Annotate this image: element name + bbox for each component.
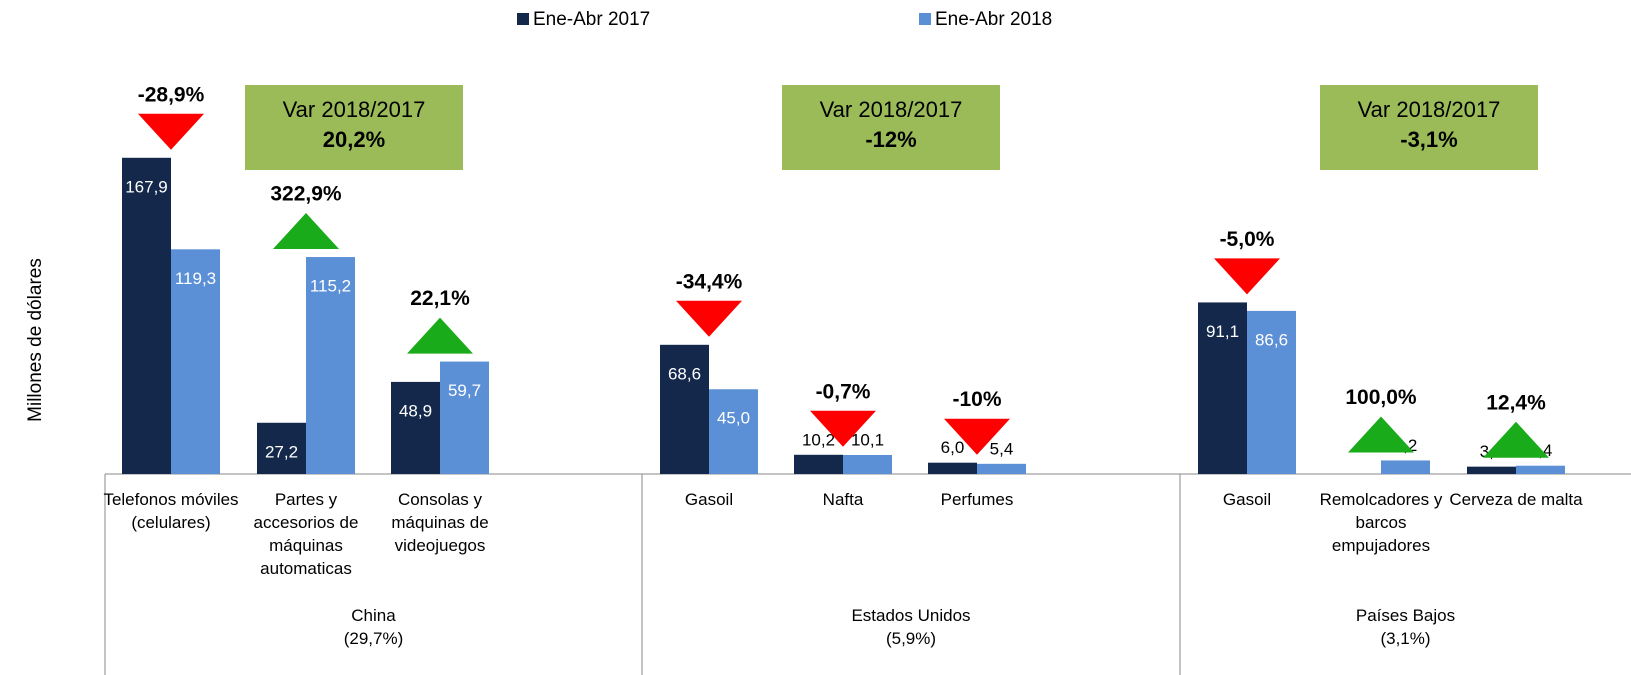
group-label: Estados Unidos bbox=[851, 606, 971, 625]
x-tick-label: Nafta bbox=[822, 490, 864, 509]
variation-title: Var 2018/2017 bbox=[1358, 97, 1501, 122]
value-label: 119,3 bbox=[175, 269, 216, 288]
change-arrow bbox=[944, 418, 1010, 455]
bar bbox=[1198, 302, 1247, 474]
x-tick-label: Consolas y máquinas de videojuegos bbox=[391, 490, 489, 555]
change-arrow bbox=[138, 113, 204, 150]
value-label: 10,2 bbox=[802, 430, 835, 449]
change-label: -0,7% bbox=[816, 380, 871, 403]
group-label: China bbox=[351, 606, 396, 625]
group-share: (3,1%) bbox=[1380, 629, 1431, 648]
group-share: (5,9%) bbox=[885, 629, 937, 648]
group-label: Países Bajos bbox=[1355, 606, 1456, 625]
value-label: 48,9 bbox=[399, 401, 432, 420]
variation-value: -12% bbox=[865, 127, 916, 152]
legend-label: Ene-Abr 2018 bbox=[935, 9, 1052, 30]
bar bbox=[391, 381, 440, 474]
variation-title: Var 2018/2017 bbox=[283, 97, 426, 122]
change-label: -5,0% bbox=[1220, 228, 1275, 251]
bar bbox=[1467, 466, 1516, 474]
bar bbox=[977, 463, 1026, 474]
bar bbox=[794, 454, 843, 474]
bar bbox=[1247, 310, 1296, 474]
x-tick-label: Partes y accesorios de máquinas automati… bbox=[253, 490, 359, 578]
x-tick-label: Remolcadores y barcos empujadores bbox=[1319, 490, 1443, 555]
change-arrow bbox=[1214, 258, 1280, 295]
change-label: -34,4% bbox=[676, 270, 743, 293]
bar bbox=[122, 157, 171, 474]
change-arrow bbox=[810, 410, 876, 447]
variation-title: Var 2018/2017 bbox=[820, 97, 963, 122]
change-arrow bbox=[676, 300, 742, 337]
change-arrow bbox=[407, 317, 473, 354]
change-arrow bbox=[1348, 416, 1414, 453]
x-tick-label: Cerveza de malta bbox=[1449, 490, 1583, 509]
variation-value: -3,1% bbox=[1400, 127, 1457, 152]
change-arrow bbox=[273, 213, 339, 250]
x-tick-label: Gasoil bbox=[684, 490, 734, 509]
change-label: 22,1% bbox=[410, 287, 470, 310]
bar bbox=[171, 249, 220, 474]
value-label: 115,2 bbox=[310, 277, 351, 296]
value-label: 68,6 bbox=[668, 364, 701, 383]
x-tick-label: Gasoil bbox=[1222, 490, 1272, 509]
variation-box bbox=[245, 85, 463, 170]
variation-box bbox=[1320, 85, 1538, 170]
bar bbox=[1516, 465, 1565, 474]
bar bbox=[928, 462, 977, 474]
value-label: 27,2 bbox=[265, 442, 298, 461]
bar bbox=[709, 389, 758, 474]
change-label: -28,9% bbox=[138, 83, 205, 106]
variation-box bbox=[782, 85, 1000, 170]
bar bbox=[660, 344, 709, 474]
bar bbox=[257, 422, 306, 474]
change-label: -10% bbox=[952, 388, 1001, 411]
value-label: 59,7 bbox=[448, 381, 481, 400]
value-label: 86,6 bbox=[1255, 330, 1288, 349]
bar bbox=[843, 454, 892, 474]
bar bbox=[440, 361, 489, 474]
legend-label: Ene-Abr 2017 bbox=[533, 9, 650, 30]
value-label: 45,0 bbox=[717, 409, 750, 428]
variation-value: 20,2% bbox=[323, 127, 385, 152]
group-share: (29,7%) bbox=[343, 629, 404, 648]
value-label: 10,1 bbox=[851, 430, 884, 449]
value-label: 91,1 bbox=[1206, 322, 1239, 341]
value-label: 6,0 bbox=[941, 438, 965, 457]
bar bbox=[306, 257, 355, 474]
x-tick-label: Telefonos móviles (celulares) bbox=[103, 490, 239, 532]
change-arrow bbox=[1483, 421, 1549, 458]
change-label: 12,4% bbox=[1486, 391, 1546, 414]
y-axis-label: Millones de dólares bbox=[25, 258, 46, 422]
legend-swatch bbox=[517, 13, 529, 25]
value-label: 5,4 bbox=[990, 439, 1014, 458]
bar bbox=[1381, 460, 1430, 474]
value-label: 167,9 bbox=[125, 177, 168, 196]
legend-swatch bbox=[919, 13, 931, 25]
change-label: 322,9% bbox=[270, 183, 342, 206]
x-tick-label: Perfumes bbox=[940, 490, 1014, 509]
change-label: 100,0% bbox=[1345, 386, 1417, 409]
